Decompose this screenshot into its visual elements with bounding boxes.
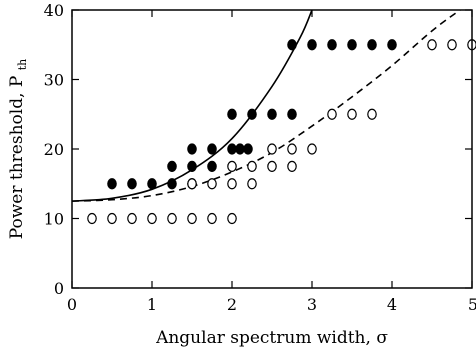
filled-point bbox=[187, 160, 197, 172]
filled-point bbox=[207, 143, 217, 155]
open-point bbox=[427, 39, 437, 51]
open-point bbox=[307, 143, 317, 155]
filled-point bbox=[187, 143, 197, 155]
solid-curve bbox=[72, 10, 313, 202]
filled-point bbox=[235, 143, 245, 155]
open-point bbox=[127, 212, 137, 225]
filled-point bbox=[367, 39, 377, 51]
open-point bbox=[207, 212, 217, 225]
curves-layer bbox=[72, 10, 461, 202]
x-tick-label: 1 bbox=[147, 295, 157, 314]
ticks-layer: 0 1 2 3 4 5 0 10 20 30 40 bbox=[44, 1, 476, 314]
open-point bbox=[227, 160, 237, 172]
filled-point bbox=[167, 160, 177, 172]
open-point bbox=[287, 160, 297, 172]
open-point bbox=[247, 178, 257, 190]
x-tick-label: 2 bbox=[227, 295, 237, 314]
x-tick-label: 4 bbox=[387, 295, 397, 314]
x-tick-label: 3 bbox=[307, 295, 317, 314]
open-point bbox=[207, 178, 217, 190]
y-tick-label: 0 bbox=[54, 279, 64, 298]
open-point bbox=[187, 178, 197, 190]
open-point bbox=[447, 39, 457, 51]
x-tick-label: 0 bbox=[67, 295, 77, 314]
open-point bbox=[87, 212, 97, 225]
open-point bbox=[247, 160, 257, 172]
y-tick-label: 30 bbox=[44, 71, 64, 90]
open-point bbox=[227, 178, 237, 190]
points-layer bbox=[87, 39, 476, 225]
y-tick-label: 40 bbox=[44, 1, 64, 20]
filled-point bbox=[107, 178, 117, 190]
filled-point bbox=[243, 143, 253, 155]
x-axis-label: Angular spectrum width, σ bbox=[155, 328, 388, 348]
filled-point bbox=[247, 108, 257, 120]
y-tick-label: 10 bbox=[44, 210, 64, 229]
y-axis-label: Power threshold, P th bbox=[7, 59, 29, 240]
filled-point bbox=[127, 178, 137, 190]
y-axis-label-subscript: th bbox=[16, 59, 29, 71]
filled-point bbox=[267, 108, 277, 120]
open-point bbox=[287, 143, 297, 155]
open-point bbox=[167, 212, 177, 225]
open-point bbox=[347, 108, 357, 120]
filled-point bbox=[287, 39, 297, 51]
y-axis-label-main: Power threshold, P bbox=[7, 76, 27, 240]
filled-point bbox=[307, 39, 317, 51]
filled-point bbox=[287, 108, 297, 120]
filled-point bbox=[227, 108, 237, 120]
open-point bbox=[267, 160, 277, 172]
dashed-curve bbox=[72, 10, 461, 202]
filled-point bbox=[207, 160, 217, 172]
filled-point bbox=[227, 143, 237, 155]
filled-point bbox=[167, 178, 177, 190]
open-point bbox=[367, 108, 377, 120]
y-tick-label: 20 bbox=[44, 140, 64, 159]
filled-point bbox=[347, 39, 357, 51]
x-tick-label: 5 bbox=[468, 295, 476, 314]
open-point bbox=[147, 212, 157, 225]
open-point bbox=[267, 143, 277, 155]
open-point bbox=[107, 212, 117, 225]
open-point bbox=[227, 212, 237, 225]
filled-point bbox=[387, 39, 397, 51]
filled-point bbox=[147, 178, 157, 190]
filled-point bbox=[327, 39, 337, 51]
open-point bbox=[187, 212, 197, 225]
open-point bbox=[327, 108, 337, 120]
